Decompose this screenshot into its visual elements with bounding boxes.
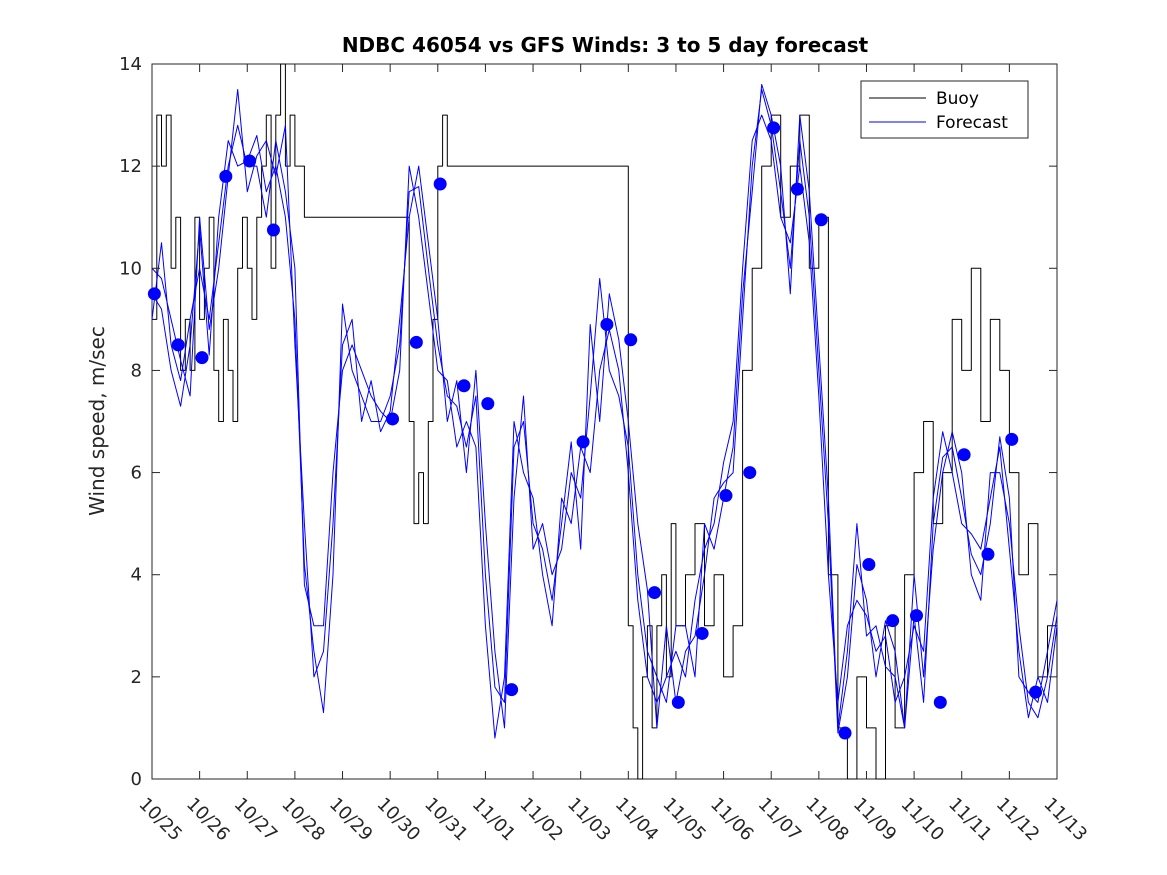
forecast-marker [505,683,519,697]
forecast-marker [576,435,590,449]
buoy-series-line [152,63,1058,780]
forecast-marker [481,397,495,411]
y-tick-label: 14 [119,54,142,75]
legend: Buoy Forecast [860,80,1029,139]
forecast-marker [266,223,280,237]
y-tick-label: 2 [131,667,142,688]
forecast-marker [433,177,447,191]
forecast-marker [219,169,233,183]
forecast-marker [862,558,876,571]
chart-title: NDBC 46054 vs GFS Winds: 3 to 5 day fore… [342,33,869,57]
forecast-marker [790,182,804,196]
y-tick-label: 0 [131,769,142,790]
forecast-series-line [151,114,1058,739]
forecast-marker [457,379,471,393]
forecast-marker [624,333,638,347]
y-tick-label: 6 [131,463,142,484]
forecast-marker [1005,432,1019,446]
forecast-marker [147,287,161,301]
forecast-marker [719,489,733,503]
y-tick-label: 12 [119,156,142,177]
y-axis-label: Wind speed, m/sec [85,326,109,516]
forecast-marker [648,586,662,600]
forecast-marker [600,317,614,331]
forecast-marker [243,154,257,168]
forecast-marker [886,614,900,628]
forecast-marker [957,448,971,462]
forecast-marker [933,695,947,709]
forecast-marker [695,626,709,640]
axes-box [151,63,1058,780]
forecast-marker [838,726,852,740]
legend-forecast-label: Forecast [936,113,1008,133]
forecast-marker [909,609,923,623]
forecast-marker [814,213,828,227]
forecast-marker [409,335,423,349]
forecast-marker [195,351,209,365]
legend-buoy-label: Buoy [936,89,979,109]
forecast-marker [671,695,685,709]
legend-box [860,80,1029,139]
y-tick-label: 10 [119,258,142,279]
y-tick-label: 4 [131,565,142,586]
plot-area: 0246810121410/2510/2610/2710/2810/2910/3… [119,54,1091,845]
forecast-marker [386,412,400,426]
forecast-marker [981,547,995,561]
forecast-marker [171,338,185,352]
y-tick-label: 8 [131,360,142,381]
forecast-marker [743,466,757,480]
marker-layer [147,121,1043,740]
forecast-marker [767,121,781,135]
forecast-marker [1029,685,1043,699]
